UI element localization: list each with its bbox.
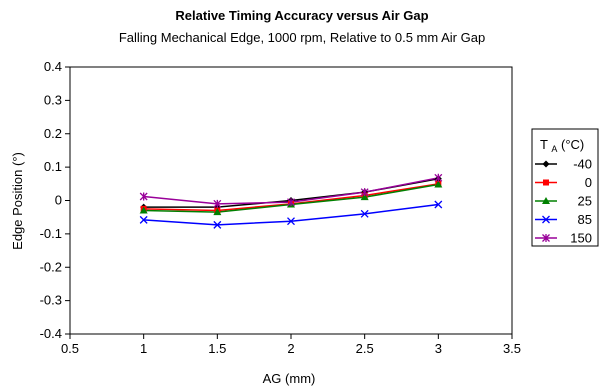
data-point-25 xyxy=(139,206,148,214)
data-point-85 xyxy=(287,217,295,226)
data-point-150 xyxy=(139,192,148,201)
data-point-25 xyxy=(213,208,222,216)
y-tick-label: 0.3 xyxy=(44,92,62,107)
y-axis-label: Edge Position (°) xyxy=(10,152,25,250)
x-tick-label: 3 xyxy=(435,341,442,356)
x-tick-label: 0.5 xyxy=(61,341,79,356)
y-tick-label: 0.2 xyxy=(44,126,62,141)
data-point-25 xyxy=(434,180,443,188)
y-tick-label: -0.3 xyxy=(40,293,62,308)
chart-subtitle: Falling Mechanical Edge, 1000 rpm, Relat… xyxy=(118,30,486,45)
legend-title-unit: (°C) xyxy=(561,137,584,152)
data-point-25 xyxy=(360,193,369,201)
legend-swatch-marker xyxy=(542,234,550,242)
y-tick-label: -0.2 xyxy=(40,259,62,274)
y-tick-label: 0 xyxy=(55,193,62,208)
legend-swatch-marker xyxy=(543,179,549,186)
y-tick-label: -0.4 xyxy=(40,326,62,341)
x-tick-label: 2 xyxy=(287,341,294,356)
legend-swatch-marker xyxy=(542,197,550,204)
data-point-150 xyxy=(287,198,295,207)
x-tick-label: 1.5 xyxy=(208,341,226,356)
y-tick-label: 0.1 xyxy=(44,159,62,174)
x-tick-label: 3.5 xyxy=(503,341,521,356)
data-point-150 xyxy=(360,188,369,197)
legend-title: T A (°C) xyxy=(540,137,584,155)
chart-title: Relative Timing Accuracy versus Air Gap xyxy=(175,8,429,23)
legend-item-label: 150 xyxy=(570,231,592,246)
x-tick-label: 2.5 xyxy=(356,341,374,356)
y-tick-label: -0.1 xyxy=(40,226,62,241)
data-point-85 xyxy=(434,200,443,209)
data-point-150 xyxy=(213,199,222,208)
legend: T A (°C) -40 0 25 85 150 xyxy=(531,128,599,247)
data-point-85 xyxy=(213,220,222,229)
data-point-150 xyxy=(434,173,443,182)
x-axis-label: AG (mm) xyxy=(263,371,316,386)
legend-item-label: 25 xyxy=(578,194,592,209)
data-point-85 xyxy=(360,209,369,218)
x-tick-label: 1 xyxy=(140,341,147,356)
legend-item-label: 85 xyxy=(578,212,592,227)
data-point-85 xyxy=(139,215,148,224)
y-tick-label: 0.4 xyxy=(44,59,62,74)
legend-item-label: -40 xyxy=(573,157,592,172)
legend-box xyxy=(531,128,599,247)
legend-swatch-marker xyxy=(542,215,550,224)
legend-title-main: T xyxy=(540,137,548,152)
legend-item-label: 0 xyxy=(585,175,592,190)
legend-swatch-marker xyxy=(542,160,550,168)
legend-title-sub: A xyxy=(551,144,557,154)
